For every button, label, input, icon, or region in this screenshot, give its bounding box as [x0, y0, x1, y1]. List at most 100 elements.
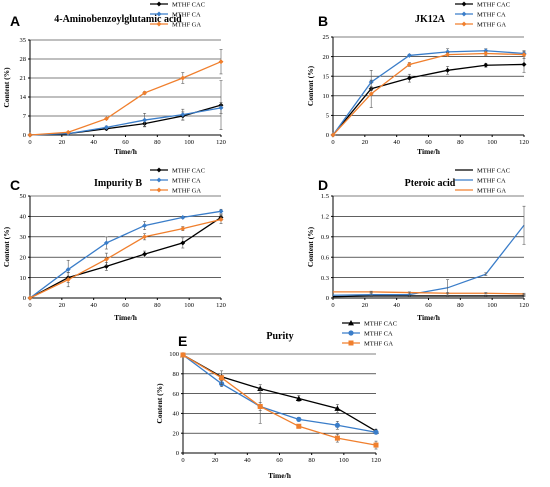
- x-tick-label: 0: [181, 457, 184, 464]
- x-tick-label: 0: [331, 139, 334, 146]
- series-line: [332, 224, 525, 296]
- legend-marker: [348, 330, 354, 336]
- data-point: [180, 226, 186, 232]
- y-axis-title: Content (%): [306, 65, 315, 106]
- legend-label: MTHF GA: [172, 21, 201, 28]
- y-tick-label: 21: [20, 75, 27, 82]
- x-tick-label: 60: [425, 139, 432, 146]
- data-point: [65, 277, 71, 283]
- y-tick-label: 25: [323, 34, 330, 41]
- panel-letter: A: [10, 13, 20, 29]
- data-point: [103, 124, 109, 130]
- panel-a: A 4-Aminobenzoylglutamic acid 0 7 14 21 28 35 0 2…: [2, 1, 226, 156]
- data-point: [218, 105, 224, 111]
- y-tick-label: 1.2: [321, 214, 329, 221]
- x-tick-label: 120: [216, 139, 226, 146]
- series-mthf-ga: [27, 49, 224, 138]
- legend-marker: [156, 21, 162, 27]
- y-tick-label: 0.9: [321, 234, 329, 241]
- panel-letter: B: [318, 13, 328, 29]
- legend-label: MTHF CAC: [172, 1, 205, 8]
- data-point: [334, 435, 340, 441]
- series-mthf-ga: [333, 290, 526, 295]
- data-point: [406, 75, 412, 81]
- data-point: [218, 216, 224, 223]
- data-point: [65, 129, 71, 135]
- legend-label: MTHF CAC: [477, 167, 510, 174]
- x-tick-label: 80: [154, 302, 161, 309]
- series-line: [29, 61, 222, 136]
- y-tick-label: 30: [20, 234, 27, 241]
- data-point: [142, 90, 148, 96]
- y-tick-label: 0: [23, 295, 26, 302]
- series-line: [29, 107, 222, 136]
- y-tick-label: 50: [20, 193, 27, 200]
- x-tick-label: 20: [362, 139, 369, 146]
- legend-label: MTHF GA: [172, 187, 201, 194]
- legend-label: MTHF CA: [364, 330, 393, 337]
- x-tick-label: 100: [487, 139, 497, 146]
- panel-c: C Impurity B 0 10 20 30 40 50 0 20 40 60 80 100 120 Tim…: [2, 167, 226, 322]
- y-tick-label: 10: [20, 275, 27, 282]
- data-point: [180, 352, 186, 358]
- legend-label: MTHF CAC: [477, 1, 510, 8]
- panel-title: Impurity B: [94, 178, 142, 189]
- data-point: [368, 91, 374, 97]
- data-point: [180, 240, 186, 246]
- legend-label: MTHF CAC: [364, 320, 397, 327]
- x-tick-label: 120: [519, 139, 529, 146]
- y-tick-label: 10: [323, 93, 330, 100]
- data-point: [521, 61, 527, 67]
- data-point: [65, 266, 71, 272]
- series-mthf-ga: [330, 50, 527, 138]
- legend-marker: [156, 1, 162, 7]
- data-point: [103, 256, 109, 262]
- series-mthf-cac: [27, 80, 224, 138]
- y-tick-label: 20: [173, 430, 180, 437]
- series-line: [182, 354, 377, 446]
- x-tick-label: 20: [362, 302, 369, 309]
- series-line: [332, 50, 525, 136]
- y-tick-label: 20: [323, 54, 330, 61]
- data-point: [330, 132, 336, 138]
- y-tick-label: 60: [173, 391, 180, 398]
- data-point: [406, 52, 412, 58]
- y-tick-label: 0: [326, 132, 329, 139]
- x-tick-label: 100: [487, 302, 497, 309]
- data-point: [373, 442, 379, 448]
- data-point: [334, 405, 341, 411]
- y-tick-label: 5: [326, 113, 329, 120]
- x-tick-label: 0: [28, 302, 31, 309]
- panel-letter: C: [10, 177, 20, 193]
- series-mthf-ca: [27, 102, 224, 138]
- x-tick-label: 120: [519, 302, 529, 309]
- x-tick-label: 20: [212, 457, 219, 464]
- data-point: [142, 117, 148, 123]
- data-point: [296, 416, 302, 422]
- x-tick-label: 0: [331, 302, 334, 309]
- x-tick-label: 80: [154, 139, 161, 146]
- data-point: [27, 295, 33, 301]
- y-tick-label: 0: [176, 450, 179, 457]
- legend-label: MTHF CA: [477, 11, 506, 18]
- y-tick-label: 28: [20, 56, 27, 63]
- series-mthf-ga: [180, 352, 379, 450]
- y-tick-label: 15: [323, 73, 330, 80]
- panel-letter: D: [318, 177, 328, 193]
- y-axis-title: Content (%): [2, 226, 11, 267]
- legend-label: MTHF CA: [172, 177, 201, 184]
- series-line: [29, 218, 222, 299]
- panel-title: Purity: [266, 331, 293, 342]
- x-tick-label: 120: [216, 302, 226, 309]
- x-tick-label: 40: [393, 302, 400, 309]
- y-axis-title: Content (%): [306, 226, 315, 267]
- y-tick-label: 0.3: [321, 275, 329, 282]
- y-tick-label: 35: [20, 37, 27, 44]
- legend-label: MTHF GA: [364, 340, 393, 347]
- series-mthf-cac: [180, 351, 379, 434]
- panel-title: JK12A: [415, 14, 446, 25]
- legend-marker: [348, 340, 354, 346]
- series-line: [333, 291, 525, 295]
- legend-label: MTHF CA: [172, 11, 201, 18]
